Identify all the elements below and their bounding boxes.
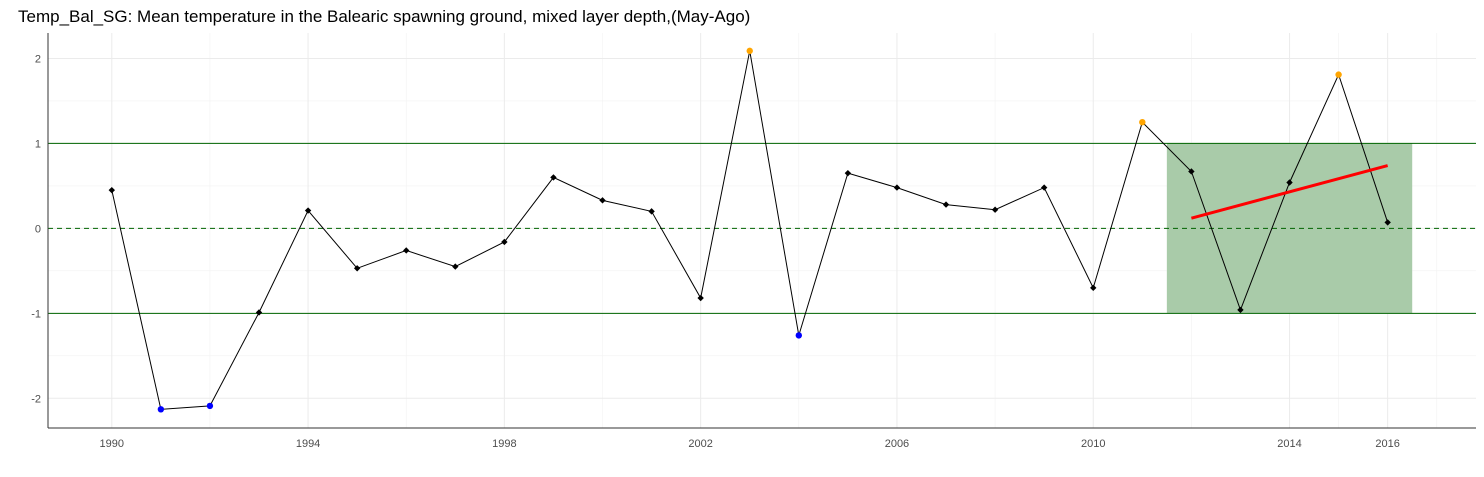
x-tick-label: 2010	[1081, 438, 1105, 450]
trend-layer	[1190, 164, 1389, 220]
data-point	[1384, 219, 1391, 226]
threshold-lines	[48, 142, 1476, 314]
x-tick-label: 2006	[885, 438, 909, 450]
data-point	[108, 186, 115, 194]
data-point	[550, 174, 557, 181]
data-point	[353, 265, 361, 272]
y-tick-label: 1	[35, 138, 41, 150]
x-tick-label: 1994	[296, 438, 320, 450]
data-point	[1286, 179, 1293, 186]
data-point	[991, 206, 999, 213]
data-point-high	[1139, 118, 1146, 126]
data-point-high	[746, 47, 753, 55]
data-point-low	[206, 402, 214, 410]
y-tick-label: -2	[31, 393, 41, 405]
x-tick-label: 1998	[492, 438, 516, 450]
tick-labels: 1990 1994 1998 2002 2006 2010 2014 2016 -2 -1 0 1 2	[31, 53, 1400, 450]
points-layer	[108, 47, 1391, 413]
data-point	[599, 197, 606, 204]
x-tick-label: 2016	[1375, 438, 1399, 450]
data-point-high	[1335, 71, 1342, 78]
y-tick-label: -1	[31, 308, 41, 320]
data-point	[304, 207, 312, 214]
data-point	[1040, 184, 1048, 191]
data-point	[452, 263, 459, 270]
y-tick-label: 2	[35, 53, 41, 65]
data-point	[942, 201, 950, 208]
data-point	[1188, 168, 1195, 175]
data-point	[403, 247, 410, 254]
data-point-low	[157, 406, 165, 413]
data-point	[844, 169, 852, 177]
data-point	[255, 309, 263, 316]
x-tick-label: 1990	[100, 438, 124, 450]
y-tick-label: 0	[35, 223, 41, 235]
data-point	[697, 294, 704, 302]
data-point	[893, 184, 901, 191]
chart-title: Temp_Bal_SG: Mean temperature in the Bal…	[18, 7, 751, 26]
axes	[47, 33, 1476, 429]
data-point	[1237, 306, 1244, 314]
data-point	[1090, 284, 1097, 292]
data-point-low	[795, 332, 803, 339]
x-tick-label: 2002	[688, 438, 712, 450]
data-point	[501, 238, 508, 246]
x-tick-label: 2014	[1277, 438, 1301, 450]
trend-line	[1190, 164, 1389, 220]
data-point	[648, 208, 655, 215]
